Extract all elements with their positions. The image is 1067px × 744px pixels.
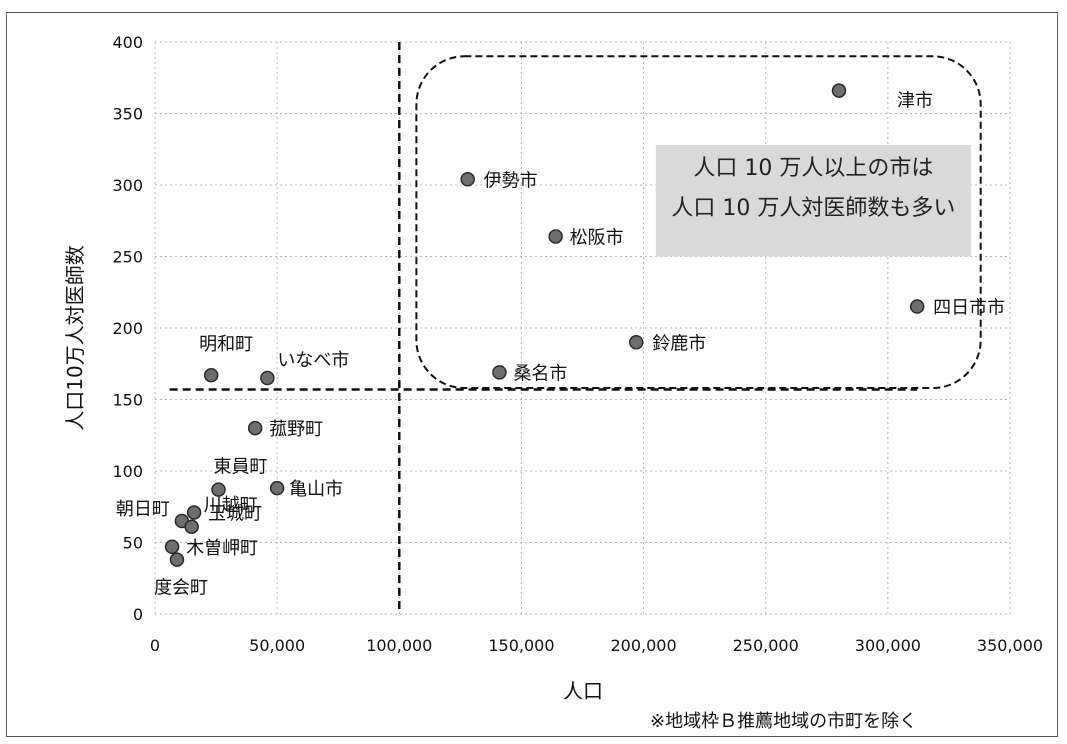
x-tick-label: 0 — [150, 636, 160, 655]
point-label: 四日市市 — [933, 298, 1005, 319]
data-point — [211, 482, 226, 497]
x-tick-label: 350,000 — [977, 636, 1043, 655]
data-point — [247, 420, 263, 436]
data-point — [186, 505, 202, 520]
x-tick-label: 250,000 — [733, 636, 799, 655]
data-point — [184, 519, 199, 535]
y-tick-label: 100 — [112, 462, 143, 481]
annotation-line: 人口 10 万人以上の市は — [693, 156, 933, 181]
data-point — [164, 539, 180, 555]
point-label: 玉城町 — [208, 503, 262, 524]
y-tick-label: 150 — [112, 391, 143, 410]
data-point — [831, 83, 847, 98]
x-axis-title: 人口 — [563, 679, 603, 703]
point-label: 木曽岬町 — [186, 538, 258, 559]
point-label: 菰野町 — [269, 419, 323, 440]
point-label: 朝日町 — [116, 499, 170, 520]
y-axis-title: 人口10万人対医師数 — [63, 245, 87, 430]
y-tick-label: 200 — [112, 319, 143, 338]
data-point — [909, 299, 925, 314]
point-label: 鈴鹿市 — [652, 333, 706, 354]
data-point — [260, 370, 275, 386]
point-label: 度会町 — [154, 578, 208, 599]
point-label: 松阪市 — [570, 227, 624, 248]
annotation-background — [655, 144, 971, 257]
y-tick-label: 0 — [133, 605, 143, 624]
y-tick-label: 300 — [112, 176, 143, 195]
x-tick-label: 150,000 — [488, 636, 554, 655]
data-point — [203, 367, 219, 383]
x-tick-label: 200,000 — [610, 636, 676, 655]
x-tick-label: 100,000 — [366, 636, 432, 655]
annotation-line: 人口 10 万人対医師数も多い — [671, 196, 955, 221]
data-point — [269, 480, 285, 496]
point-label: いなべ市 — [277, 350, 349, 371]
x-tick-label: 300,000 — [855, 636, 921, 655]
axis-ticks: 0 50 100 150 200 250 300 350 400 0 50,000 100,000 15… — [112, 33, 1043, 655]
data-point — [628, 335, 644, 350]
point-label: 伊勢市 — [484, 170, 538, 191]
y-tick-label: 50 — [123, 534, 143, 553]
data-point — [169, 552, 185, 567]
point-label: 桑名市 — [513, 363, 567, 384]
x-tick-label: 50,000 — [249, 636, 305, 655]
footnote: ※地域枠Ｂ推薦地域の市町を除く — [650, 711, 917, 732]
data-point — [548, 229, 563, 244]
data-point — [460, 172, 475, 187]
y-tick-label: 350 — [112, 105, 143, 124]
point-label: 亀山市 — [289, 479, 343, 500]
point-label: 川越町 — [204, 495, 258, 516]
point-label: 東員町 — [214, 457, 268, 478]
data-point — [492, 365, 507, 380]
y-tick-label: 250 — [112, 248, 143, 267]
point-label: 津市 — [897, 91, 933, 112]
highlight-group-box — [415, 55, 982, 390]
gridlines — [154, 41, 1011, 615]
reference-lines — [169, 42, 918, 614]
point-label: 明和町 — [199, 334, 253, 355]
y-tick-label: 400 — [112, 33, 143, 52]
chart-frame — [6, 12, 1058, 737]
